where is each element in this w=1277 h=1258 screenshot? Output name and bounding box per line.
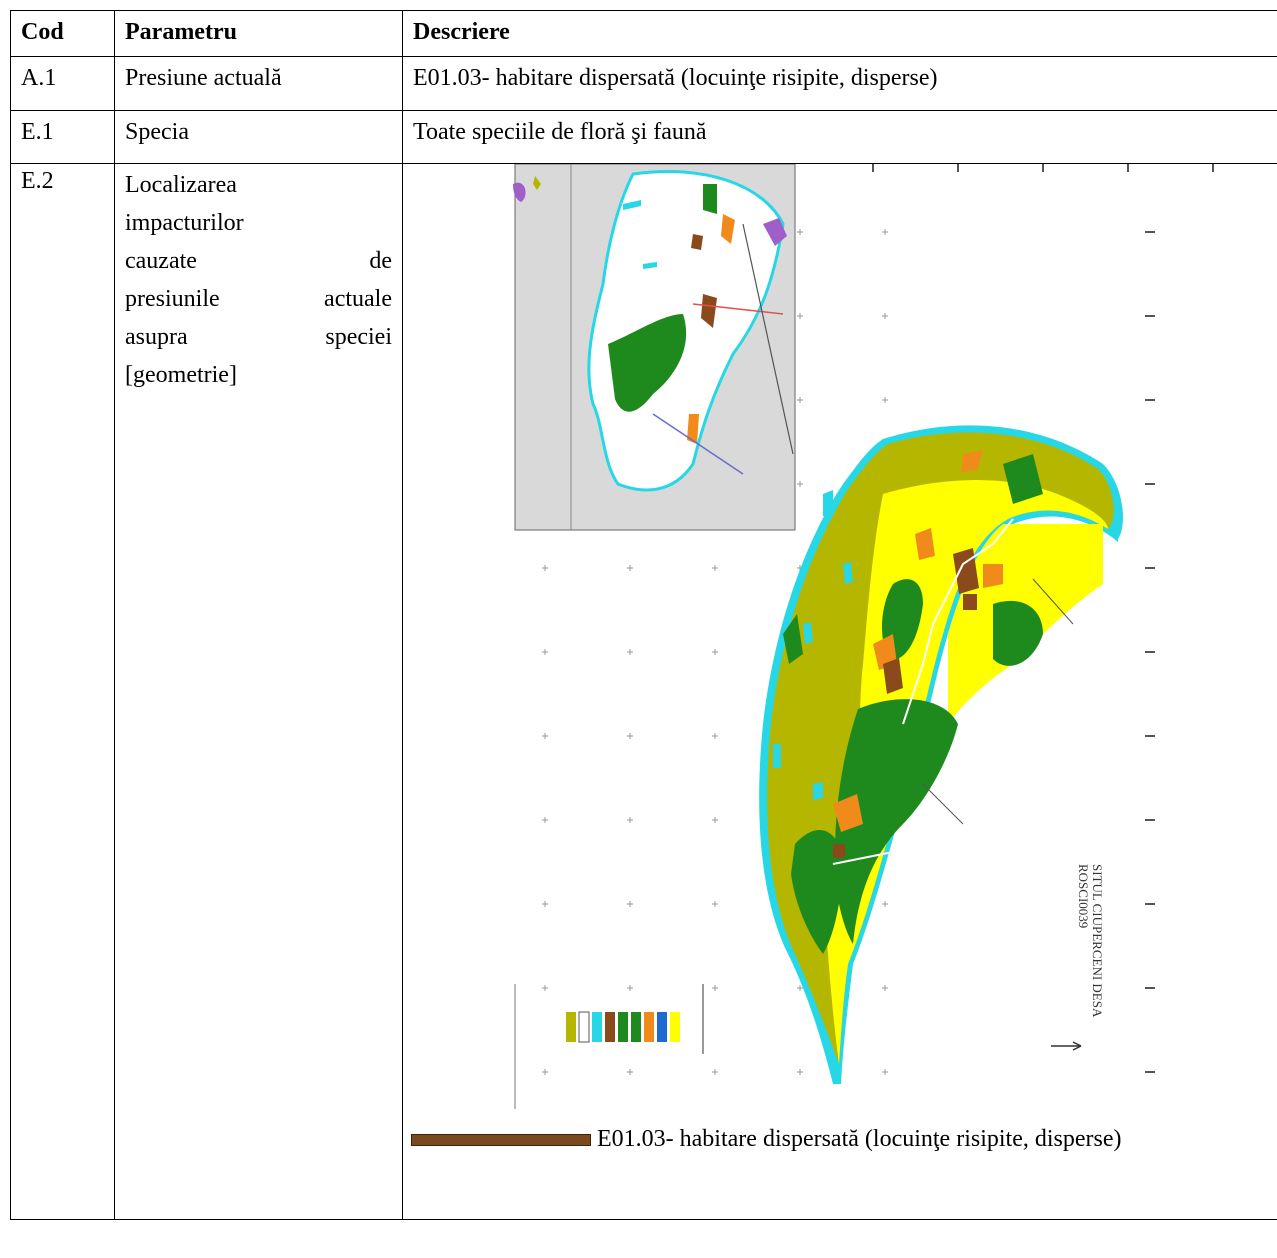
row-code: A.1	[10, 56, 115, 111]
row-desc: E01.03- habitare dispersată (locuinţe ri…	[402, 56, 1277, 111]
map-cell: SITUL CIUPERCENI DESA ROSCI0039	[402, 163, 1277, 1220]
param-line: Localizarea	[125, 172, 237, 198]
row-param: Presiune actuală	[114, 56, 403, 111]
main-site-map	[759, 425, 1123, 1084]
row-code: E.2	[10, 163, 115, 1220]
legend-line: E01.03- habitare dispersată (locuinţe ri…	[411, 1114, 1271, 1164]
table-row: E.1 Specia Toate speciile de floră şi fa…	[10, 110, 1277, 164]
param-line: presiunile actuale	[125, 286, 392, 312]
header-descriere: Descriere	[402, 10, 1277, 57]
row-desc: Toate speciile de floră şi faună	[402, 110, 1277, 164]
table-row: A.1 Presiune actuală E01.03- habitare di…	[10, 56, 1277, 111]
row-param: Specia	[114, 110, 403, 164]
brown-line-swatch-icon	[411, 1134, 591, 1147]
param-line: impacturilor	[125, 210, 244, 236]
param-line: cauzate de	[125, 248, 392, 274]
table-row: E.2 Localizarea impacturilor cauzate de …	[10, 163, 1277, 1220]
map-legend	[514, 984, 704, 1109]
legend-text: E01.03- habitare dispersată (locuinţe ri…	[597, 1126, 1122, 1152]
site-title: SITUL CIUPERCENI DESA	[1090, 864, 1105, 1018]
site-code: ROSCI0039	[1076, 864, 1091, 928]
site-map: SITUL CIUPERCENI DESA ROSCI0039	[403, 163, 1274, 1109]
param-line: asupra speciei	[125, 324, 392, 350]
header-cod: Cod	[10, 10, 115, 57]
row-code: E.1	[10, 110, 115, 164]
pressure-table: Cod Parametru Descriere A.1 Presiune act…	[10, 10, 1277, 1220]
inset-map	[513, 163, 796, 531]
param-line: [geometrie]	[125, 362, 237, 388]
north-arrow-icon	[1051, 1041, 1082, 1051]
header-parametru: Parametru	[114, 10, 403, 57]
row-param-long: Localizarea impacturilor cauzate de pres…	[114, 163, 403, 1220]
map-svg: SITUL CIUPERCENI DESA ROSCI0039	[513, 163, 1274, 1109]
header-row: Cod Parametru Descriere	[10, 10, 1277, 57]
